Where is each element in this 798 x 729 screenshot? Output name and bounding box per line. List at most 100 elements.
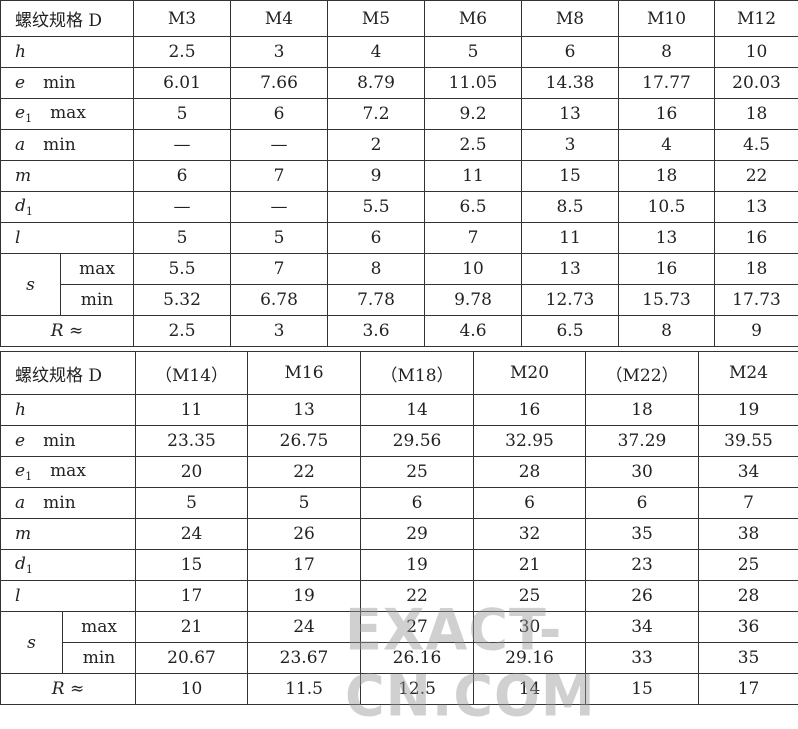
cell-s_max: 21 [136,612,248,643]
cell-e1_max: 25 [361,457,474,488]
cell-R: 3.6 [328,316,425,347]
cell-s_min: 35 [699,643,798,674]
cell-d1: — [134,192,231,223]
cell-e1_max: 30 [586,457,699,488]
size-header: M8 [522,1,619,37]
symbol: s [26,275,35,295]
cell-d1: 23 [586,550,699,581]
cell-R: 17 [699,674,798,705]
cell-h: 2.5 [134,37,231,68]
cell-h: 5 [425,37,522,68]
cell-s_max: 34 [586,612,699,643]
cell-s_min: 26.16 [361,643,474,674]
cell-l: 26 [586,581,699,612]
symbol: e [15,73,25,93]
cell-a_min: — [231,130,328,161]
cell-l: 28 [699,581,798,612]
cell-R: 6.5 [522,316,619,347]
cell-a_min: — [134,130,231,161]
size-header: M16 [248,352,361,395]
cell-l: 17 [136,581,248,612]
qualifier: min [61,285,134,316]
cell-l: 13 [619,223,715,254]
cell-s_min: 15.73 [619,285,715,316]
cell-e_min: 20.03 [715,68,798,99]
cell-e_min: 8.79 [328,68,425,99]
cell-s_min: 29.16 [474,643,586,674]
header-row: 螺纹规格 D（M14）M16（M18）M20（M22）M24 [1,352,798,395]
cell-e_min: 23.35 [136,426,248,457]
symbol: R ≈ [51,321,83,341]
cell-s_max: 36 [699,612,798,643]
symbol-s: s [1,612,63,674]
cell-e_min: 37.29 [586,426,699,457]
symbol: a [15,493,25,513]
cell-s_min: 6.78 [231,285,328,316]
cell-m: 18 [619,161,715,192]
cell-s_max: 30 [474,612,586,643]
qualifier: min [43,431,76,451]
symbol: m [15,524,31,544]
subscript: 1 [26,563,33,576]
cell-a_min: 6 [586,488,699,519]
cell-m: 32 [474,519,586,550]
cell-d1: 6.5 [425,192,522,223]
cell-s_min: 17.73 [715,285,798,316]
row-label: l [1,223,134,254]
cell-e1_max: 7.2 [328,99,425,130]
cell-d1: 8.5 [522,192,619,223]
cell-s_max: 13 [522,254,619,285]
cell-e_min: 26.75 [248,426,361,457]
size-header: M4 [231,1,328,37]
subscript: 1 [26,205,33,218]
row-label: R ≈ [1,316,134,347]
cell-d1: 15 [136,550,248,581]
qualifier: max [63,612,136,643]
cell-R: 14 [474,674,586,705]
cell-e1_max: 5 [134,99,231,130]
cell-l: 6 [328,223,425,254]
symbol-s: s [1,254,61,316]
cell-a_min: 2 [328,130,425,161]
cell-s_max: 27 [361,612,474,643]
symbol: e [15,431,25,451]
cell-l: 16 [715,223,798,254]
cell-s_min: 12.73 [522,285,619,316]
cell-R: 2.5 [134,316,231,347]
row-label: l [1,581,136,612]
symbol: R ≈ [52,679,84,699]
cell-l: 11 [522,223,619,254]
symbol: d [15,196,26,216]
cell-e1_max: 20 [136,457,248,488]
cell-a_min: 4.5 [715,130,798,161]
cell-s_min: 5.32 [134,285,231,316]
cell-h: 16 [474,395,586,426]
cell-R: 9 [715,316,798,347]
cell-a_min: 6 [361,488,474,519]
cell-m: 15 [522,161,619,192]
cell-m: 6 [134,161,231,192]
symbol: h [15,42,26,62]
cell-d1: — [231,192,328,223]
row-label: d1 [1,192,134,223]
cell-R: 12.5 [361,674,474,705]
cell-a_min: 6 [474,488,586,519]
symbol: s [27,633,36,653]
cell-s_max: 16 [619,254,715,285]
